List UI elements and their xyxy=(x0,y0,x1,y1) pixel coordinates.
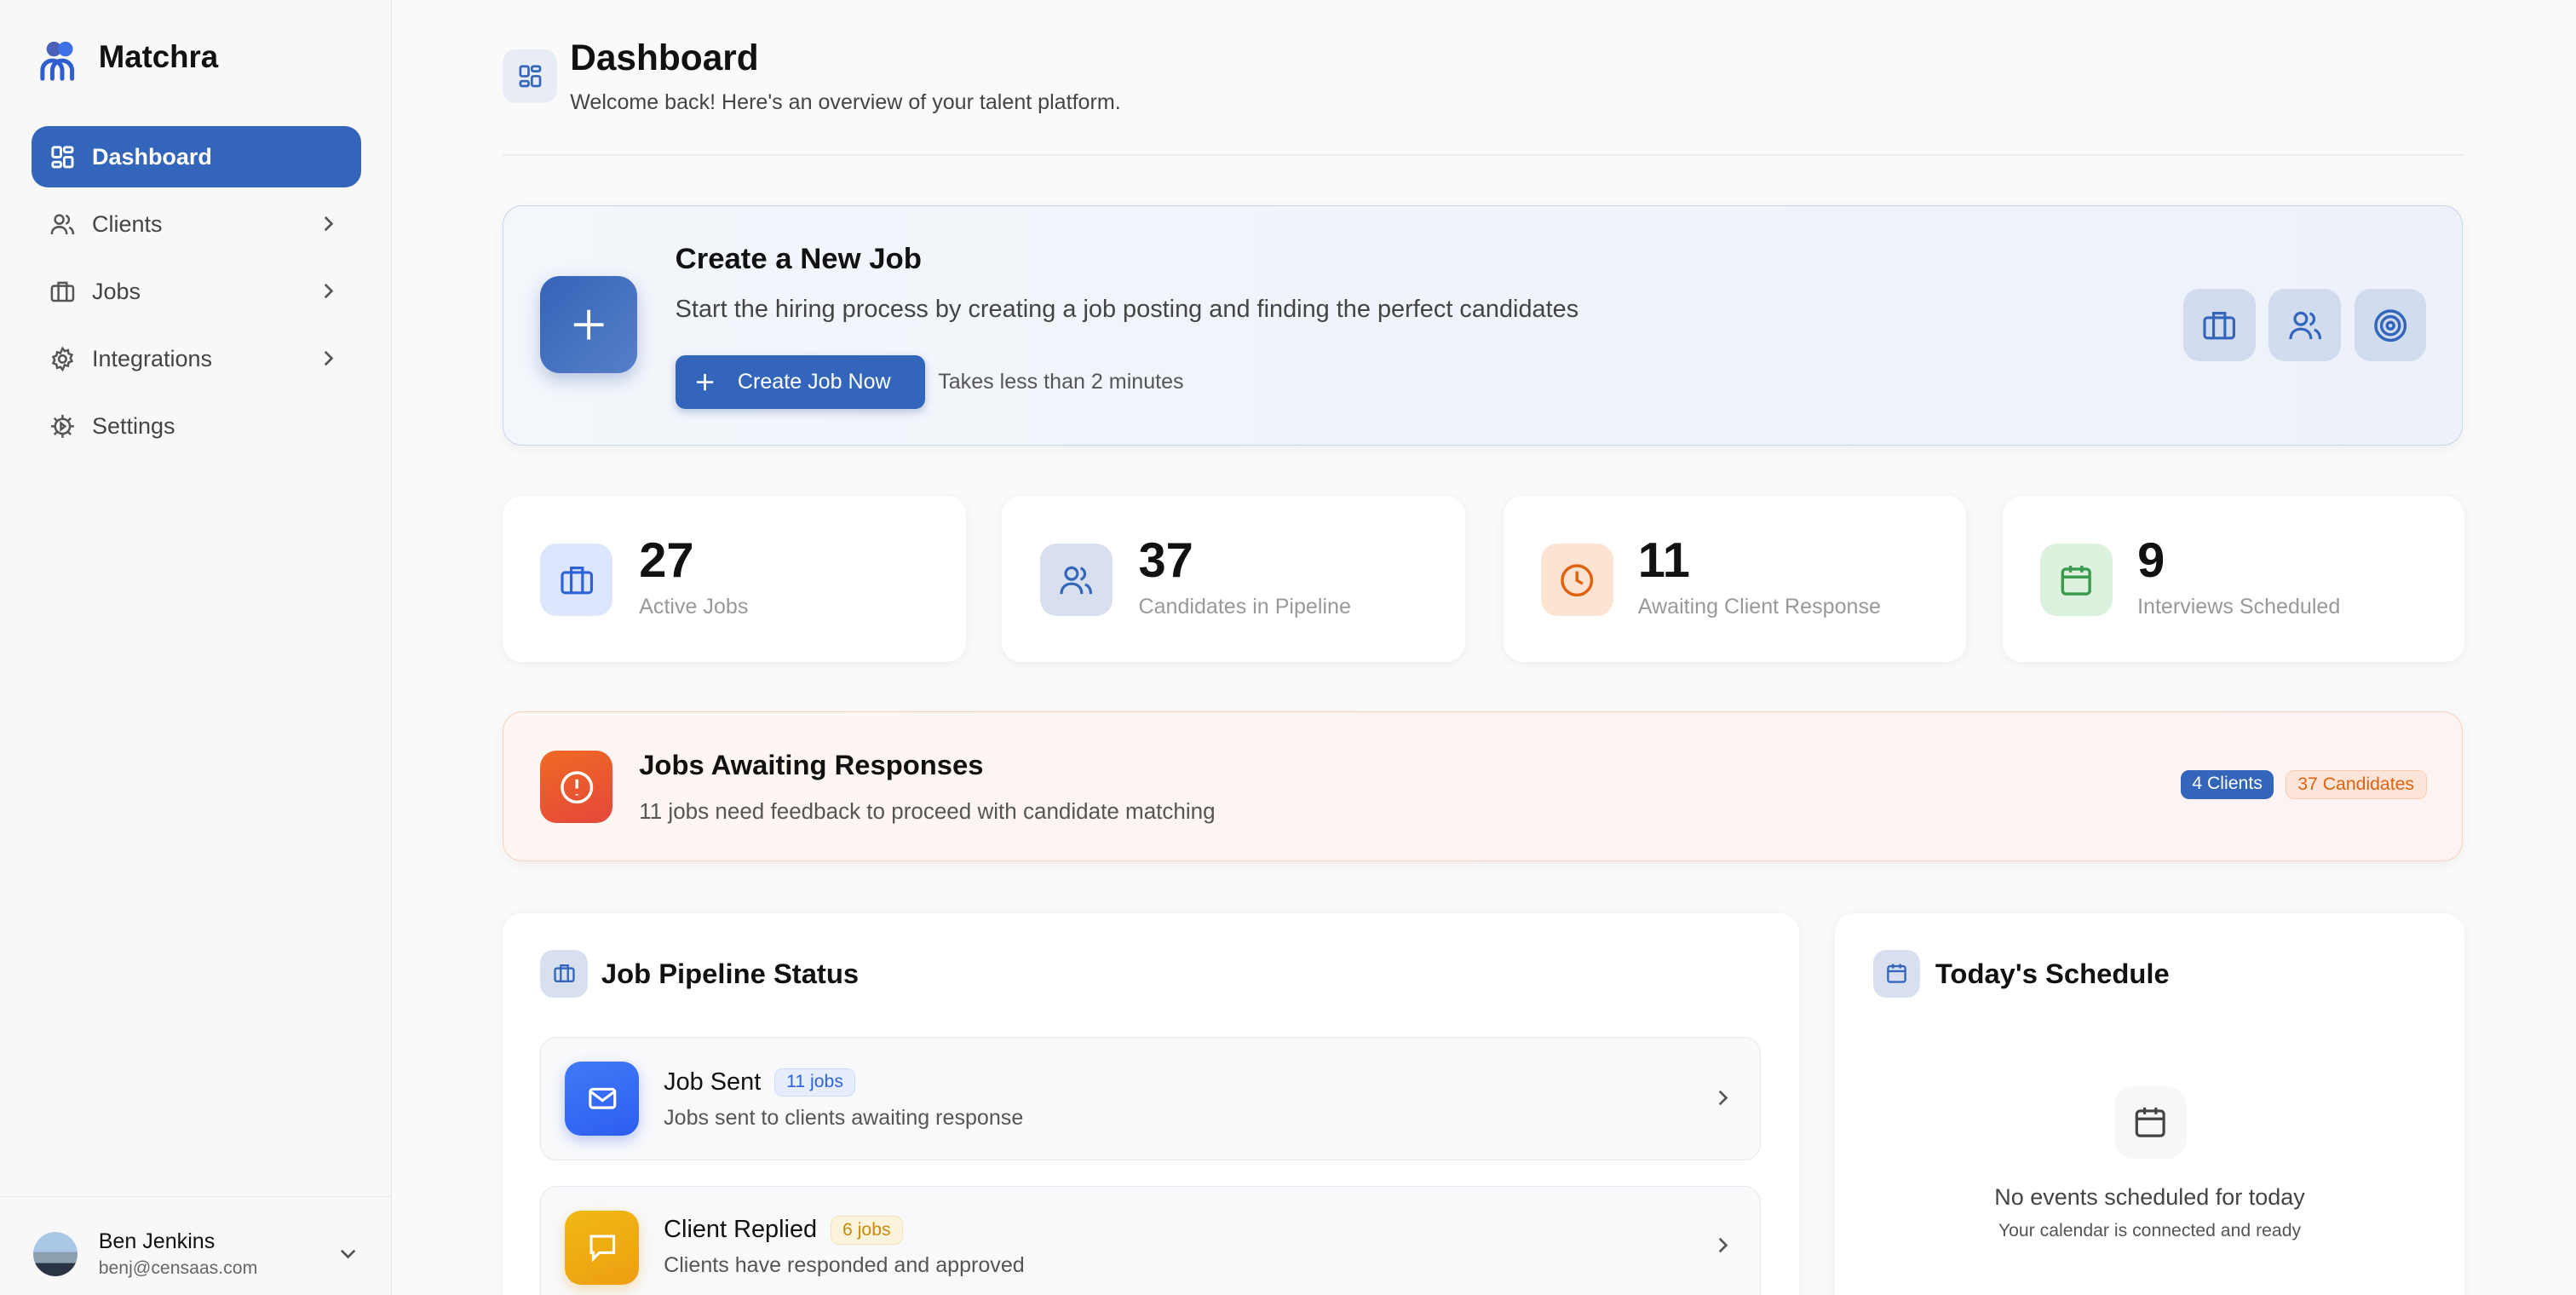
alert-badges: 4 Clients 37 Candidates xyxy=(2180,770,2427,800)
row-count-badge: 11 jobs xyxy=(773,1068,856,1097)
users-icon xyxy=(2268,289,2342,362)
users-icon xyxy=(49,211,76,238)
sidebar xyxy=(0,0,392,1295)
calendar-icon xyxy=(2040,544,2113,617)
plus-icon xyxy=(695,372,715,392)
create-job-hint: Takes less than 2 minutes xyxy=(938,369,1184,394)
briefcase-icon xyxy=(540,544,613,617)
jobs-awaiting-alert[interactable] xyxy=(503,711,2463,861)
grid-icon xyxy=(49,144,76,170)
sidebar-item-label: Dashboard xyxy=(91,143,212,170)
sidebar-item-label: Integrations xyxy=(91,345,212,371)
row-count-badge: 6 jobs xyxy=(830,1216,904,1245)
briefcase-icon xyxy=(2183,289,2256,362)
row-description: Clients have responded and approved xyxy=(664,1253,1025,1278)
user-name: Ben Jenkins xyxy=(98,1229,216,1253)
create-job-now-button[interactable]: Create Job Now xyxy=(675,354,925,410)
app-name: Matchra xyxy=(98,39,219,75)
briefcase-icon xyxy=(49,279,76,305)
header-divider xyxy=(503,154,2464,157)
message-icon xyxy=(565,1211,640,1286)
sidebar-item-settings[interactable]: Settings xyxy=(32,396,362,457)
chevron-right-icon xyxy=(319,348,338,368)
row-title: Job Sent xyxy=(664,1068,762,1096)
row-title: Client Replied xyxy=(664,1216,818,1244)
chevron-right-icon xyxy=(319,281,338,301)
pipeline-row-client-replied[interactable] xyxy=(540,1186,1762,1295)
chevron-down-icon[interactable] xyxy=(338,1244,358,1263)
target-icon xyxy=(2354,289,2427,362)
gear-icon xyxy=(49,346,76,372)
settings-icon xyxy=(49,413,76,440)
stat-value: 11 xyxy=(1637,532,1690,588)
alert-circle-icon xyxy=(540,751,613,824)
row-description: Jobs sent to clients awaiting response xyxy=(664,1105,1024,1130)
create-job-title: Create a New Job xyxy=(675,243,922,276)
create-job-card xyxy=(503,205,2463,446)
stat-label: Active Jobs xyxy=(639,595,749,619)
page-title: Dashboard xyxy=(570,37,759,78)
user-menu[interactable] xyxy=(0,1195,391,1295)
avatar xyxy=(32,1232,78,1277)
sidebar-item-dashboard[interactable]: Dashboard xyxy=(31,126,362,187)
create-job-description: Start the hiring process by creating a j… xyxy=(675,296,1579,324)
stat-value: 9 xyxy=(2137,532,2165,588)
schedule-title: Today's Schedule xyxy=(1935,958,2170,990)
user-email: benj@censaas.com xyxy=(98,1258,258,1279)
sidebar-item-label: Clients xyxy=(91,210,163,237)
matchra-logo-icon xyxy=(39,39,82,82)
schedule-empty-subtitle: Your calendar is connected and ready xyxy=(1998,1220,2302,1240)
candidates-badge[interactable]: 37 Candidates xyxy=(2285,770,2427,800)
chevron-right-icon xyxy=(319,214,338,233)
alert-title: Jobs Awaiting Responses xyxy=(639,749,984,781)
pipeline-title: Job Pipeline Status xyxy=(601,958,860,990)
sidebar-item-label: Jobs xyxy=(91,278,141,304)
sidebar-item-clients[interactable]: Clients xyxy=(32,194,362,255)
stat-value: 37 xyxy=(1138,532,1193,588)
sidebar-item-integrations[interactable]: Integrations xyxy=(32,329,362,389)
sidebar-item-jobs[interactable]: Jobs xyxy=(32,262,362,322)
stat-label: Interviews Scheduled xyxy=(2137,595,2341,619)
mail-icon xyxy=(565,1061,640,1136)
stat-value: 27 xyxy=(639,532,694,588)
chevron-right-icon xyxy=(1713,1088,1733,1108)
plus-icon xyxy=(540,275,638,373)
schedule-empty-title: No events scheduled for today xyxy=(1994,1184,2305,1211)
button-label: Create Job Now xyxy=(737,369,891,394)
stat-label: Candidates in Pipeline xyxy=(1138,595,1351,619)
clock-icon xyxy=(1540,544,1613,617)
calendar-icon xyxy=(1872,949,1921,998)
stat-label: Awaiting Client Response xyxy=(1637,595,1881,619)
alert-description: 11 jobs need feedback to proceed with ca… xyxy=(639,798,1216,825)
chevron-right-icon xyxy=(1713,1235,1733,1255)
calendar-icon xyxy=(2114,1085,2187,1159)
clients-badge[interactable]: 4 Clients xyxy=(2180,770,2274,800)
page-subtitle: Welcome back! Here's an overview of your… xyxy=(570,90,1121,115)
dashboard-icon xyxy=(503,49,557,104)
pipeline-row-job-sent[interactable] xyxy=(540,1036,1762,1160)
sidebar-item-label: Settings xyxy=(91,412,175,439)
users-icon xyxy=(1039,544,1113,617)
briefcase-icon xyxy=(540,949,589,998)
